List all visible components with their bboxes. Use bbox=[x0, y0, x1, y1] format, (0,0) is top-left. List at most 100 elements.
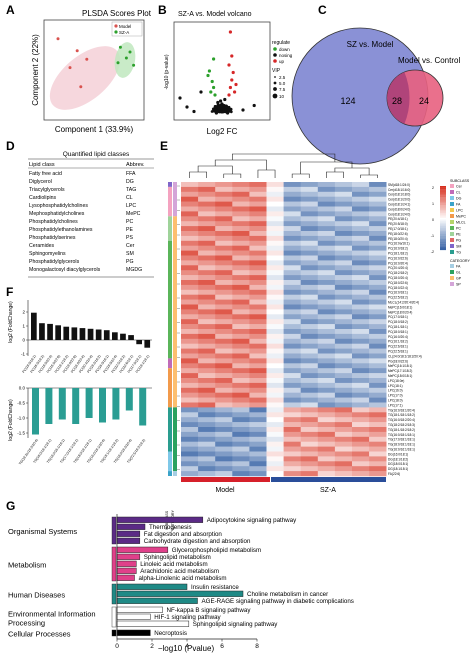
heatmap-cell bbox=[215, 245, 233, 251]
dendrogram-branch bbox=[232, 153, 336, 162]
lipid-class-abbrev: FFA bbox=[126, 171, 136, 177]
heatmap-cell bbox=[215, 441, 233, 447]
heatmap-cell bbox=[369, 407, 387, 413]
color-scale-step bbox=[440, 242, 446, 244]
heatmap-cell bbox=[369, 201, 387, 207]
category-legend-label: GL bbox=[456, 271, 461, 275]
g-group-name: Metabolism bbox=[8, 561, 46, 570]
heatmap-cell bbox=[198, 250, 216, 256]
dendrogram-branch bbox=[291, 173, 310, 178]
subclass-legend-swatch bbox=[450, 214, 454, 218]
heatmap-cell bbox=[283, 338, 301, 344]
heatmap-cell bbox=[334, 255, 353, 261]
heatmap-cell bbox=[266, 456, 284, 462]
category-legend-swatch bbox=[450, 270, 454, 274]
heatmap-row-label: DG(18:0/18:1) bbox=[388, 462, 408, 466]
heatmap-cell bbox=[317, 353, 336, 359]
heatmap-cell bbox=[317, 343, 336, 349]
subclass-bar-segment bbox=[168, 451, 172, 472]
heatmap-cell bbox=[232, 280, 250, 286]
heatmap-cell bbox=[300, 216, 319, 222]
heatmap-cell bbox=[334, 402, 353, 408]
heatmap-cell bbox=[369, 196, 387, 202]
g-bar bbox=[116, 537, 141, 544]
heatmap-cell bbox=[317, 284, 336, 291]
heatmap-cell bbox=[283, 427, 301, 433]
heatmap-cell bbox=[266, 451, 284, 457]
heatmap-cell bbox=[215, 255, 233, 261]
heatmap-row-label: TG(16:0/16:1/18:1) bbox=[388, 448, 415, 452]
heatmap-cell bbox=[249, 221, 267, 227]
heatmap-row-label: SM(d18:1/24:0) bbox=[388, 183, 410, 187]
group-bar-model bbox=[181, 477, 270, 482]
heatmap-cell bbox=[352, 294, 370, 300]
heatmap-cell bbox=[317, 373, 336, 379]
heatmap-cell bbox=[283, 373, 301, 379]
heatmap-cell bbox=[352, 216, 370, 222]
heatmap-cell bbox=[317, 378, 336, 384]
heatmap-cell bbox=[198, 373, 216, 379]
lipid-table-col1-header: Lipid class bbox=[29, 162, 55, 168]
heatmap-cell bbox=[266, 206, 284, 212]
heatmap-cell bbox=[232, 333, 250, 340]
heatmap-cell bbox=[181, 446, 199, 452]
volcano-point-down bbox=[212, 85, 216, 90]
subclass-bar-segment bbox=[168, 240, 172, 359]
heatmap-cell bbox=[181, 216, 199, 222]
g-x-tick-label: 2 bbox=[150, 643, 154, 650]
heatmap-cell bbox=[198, 186, 216, 193]
heatmap-cell bbox=[369, 441, 387, 447]
heatmap-cell bbox=[249, 417, 267, 423]
f-top-bar bbox=[112, 332, 118, 340]
scores-point bbox=[56, 37, 60, 41]
heatmap-cell bbox=[249, 270, 267, 276]
heatmap-cell bbox=[249, 275, 267, 281]
heatmap-cell bbox=[317, 324, 336, 330]
heatmap-cell bbox=[266, 265, 284, 271]
heatmap-cell bbox=[232, 309, 250, 315]
heatmap-cell bbox=[215, 412, 233, 418]
g-group-name: Cellular Processes bbox=[8, 630, 71, 639]
heatmap-cell bbox=[181, 368, 199, 374]
heatmap-cell bbox=[198, 343, 216, 349]
heatmap-row-label: PE(18:0/22:6) bbox=[388, 232, 408, 236]
heatmap-cell bbox=[215, 304, 233, 310]
heatmap-cell bbox=[266, 211, 284, 217]
heatmap-cell bbox=[369, 382, 387, 389]
heatmap-cell bbox=[215, 397, 233, 403]
heatmap-cell bbox=[369, 255, 387, 261]
volcano-point-down bbox=[213, 93, 217, 97]
heatmap-cell bbox=[334, 245, 353, 251]
heatmap-cell bbox=[300, 378, 319, 384]
heatmap-cell bbox=[232, 221, 250, 227]
heatmap-cell bbox=[300, 314, 319, 320]
heatmap-row-label: LPC(16:0) bbox=[388, 389, 403, 393]
heatmap-cell bbox=[232, 319, 250, 325]
heatmap-cell bbox=[181, 250, 199, 256]
heatmap-cell bbox=[334, 471, 353, 477]
heatmap-row-label: TG(16:0/18:1/20:4) bbox=[388, 408, 415, 412]
volcano-point-nosing bbox=[217, 106, 221, 111]
heatmap-cell bbox=[334, 324, 353, 330]
heatmap-cell bbox=[352, 441, 370, 447]
g-bar-label: Choline metabolism in cancer bbox=[247, 591, 328, 598]
color-scale-step bbox=[440, 218, 446, 220]
heatmap-cell bbox=[334, 338, 353, 344]
heatmap-cell bbox=[198, 260, 216, 266]
heatmap-cell bbox=[334, 461, 353, 467]
heatmap-cell bbox=[249, 182, 267, 188]
subclass-legend-label: FA bbox=[456, 203, 461, 207]
heatmap-cell bbox=[232, 231, 250, 237]
heatmap-cell bbox=[249, 382, 267, 389]
heatmap-cell bbox=[198, 211, 216, 217]
heatmap-cell bbox=[181, 231, 199, 237]
heatmap-cell bbox=[215, 338, 233, 344]
heatmap-cell bbox=[317, 338, 336, 344]
subclass-legend-swatch bbox=[450, 226, 454, 230]
lipid-class-abbrev: MePC bbox=[126, 211, 141, 217]
heatmap-cell bbox=[352, 436, 370, 442]
heatmap-cell bbox=[300, 417, 319, 423]
heatmap-cell bbox=[334, 216, 353, 222]
heatmap-cell bbox=[334, 289, 353, 295]
heatmap-row-label: MePC(16:1/18:1) bbox=[388, 364, 412, 368]
